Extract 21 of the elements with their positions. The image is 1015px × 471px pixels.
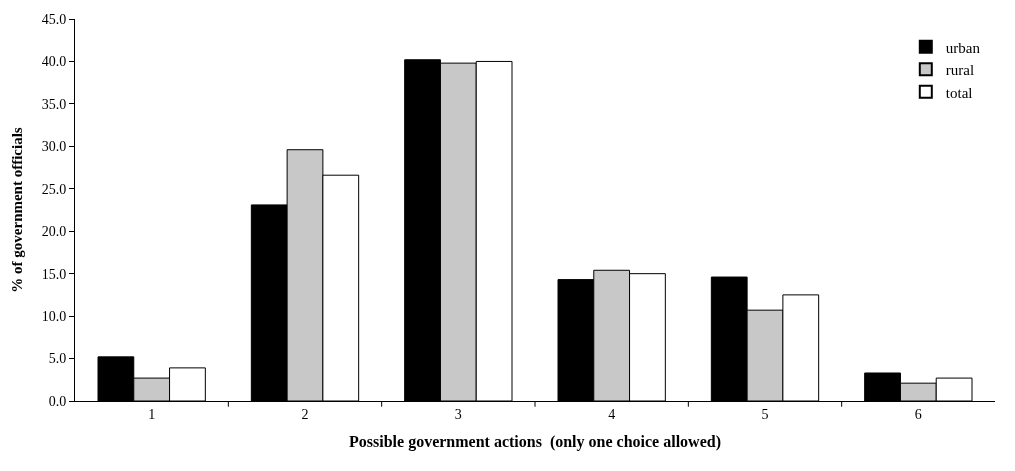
- x-tick-label: 1: [148, 406, 156, 422]
- y-tick-label: 40.0: [41, 54, 67, 70]
- y-axis-title: % of government officials: [8, 127, 25, 293]
- x-tick-label: 5: [761, 406, 769, 422]
- y-tick-label: 30.0: [41, 139, 67, 155]
- x-tick-label: 6: [914, 406, 922, 422]
- y-tick-label: 45.0: [41, 11, 67, 27]
- y-tick-label: 25.0: [41, 181, 67, 197]
- legend-label: total: [945, 84, 973, 101]
- y-tick-label: 0.0: [48, 393, 67, 409]
- y-tick-label: 5.0: [48, 351, 67, 367]
- x-axis-title: Possible government actions (only one choice allowed): [349, 433, 721, 452]
- legend-label: urban: [945, 39, 981, 56]
- legend-label: rural: [945, 62, 975, 79]
- y-tick-label: 35.0: [41, 96, 67, 112]
- x-tick-label: 3: [454, 406, 462, 422]
- y-tick-label: 10.0: [41, 309, 67, 325]
- x-tick-label: 2: [301, 406, 309, 422]
- x-tick-label: 4: [608, 406, 616, 422]
- y-tick-label: 15.0: [41, 266, 67, 282]
- y-tick-label: 20.0: [41, 224, 67, 240]
